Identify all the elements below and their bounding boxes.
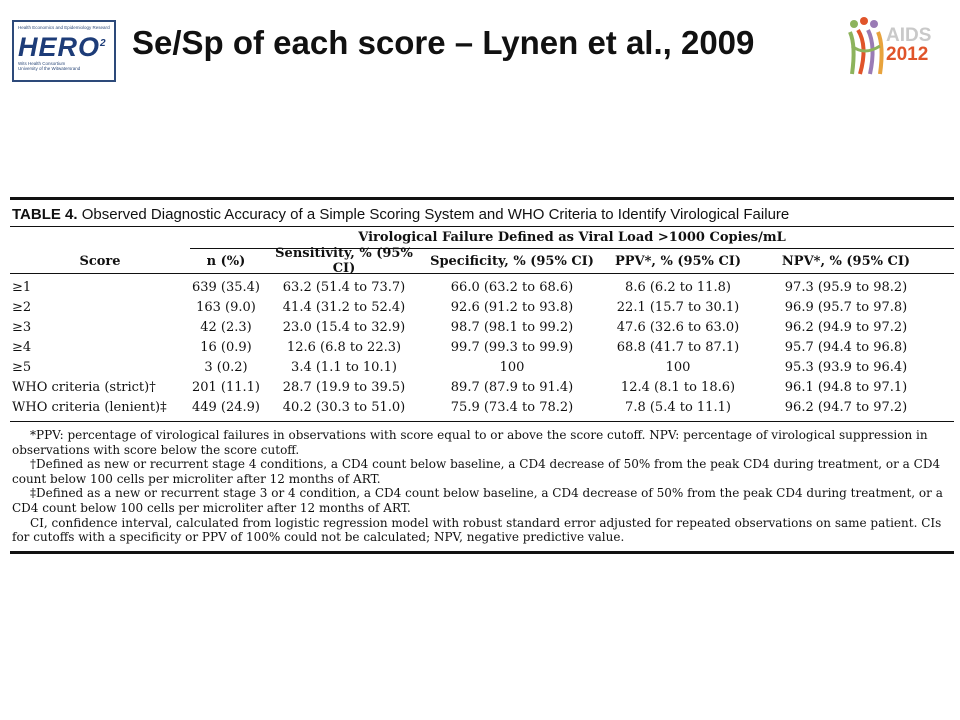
table-spanning-header: Virological Failure Defined as Viral Loa… [10,227,954,249]
table-cell: 28.7 (19.9 to 39.5) [282,379,406,395]
table-row: ≥3 42 (2.3) 23.0 (15.4 to 32.9) 98.7 (98… [10,317,954,337]
table-cell: 3 (0.2) [204,359,248,375]
table-bottom-rule [10,550,954,554]
aids-ribbons-icon [848,17,884,75]
table-header-row: Score n (%) Sensitivity, % (95% CI) Spec… [10,246,954,276]
table-cell: 639 (35.4) [191,279,261,295]
table-cell: 100 [665,359,691,375]
table-cell: 97.3 (95.9 to 98.2) [784,279,908,295]
table-row: WHO criteria (strict)† 201 (11.1) 28.7 (… [10,377,954,397]
spanning-header-label: Virological Failure Defined as Viral Loa… [358,230,786,245]
table-cell: WHO criteria (strict)† [12,379,156,395]
table-cell: WHO criteria (lenient)‡ [12,399,167,415]
table-cell: 96.2 (94.7 to 97.2) [784,399,908,415]
table-row: WHO criteria (lenient)‡ 449 (24.9) 40.2 … [10,397,954,417]
table-cell: 22.1 (15.7 to 30.1) [616,299,740,315]
table-row: ≥2 163 (9.0) 41.4 (31.2 to 52.4) 92.6 (9… [10,297,954,317]
table-cell: ≥3 [12,319,32,335]
column-header: Specificity, % (95% CI) [430,253,594,269]
table-cell: 47.6 (32.6 to 63.0) [616,319,740,335]
table-cell: 99.7 (99.3 to 99.9) [450,339,574,355]
table-body-rule [10,421,954,422]
slide-title: Se/Sp of each score – Lynen et al., 2009 [132,24,755,61]
column-header: Score [79,253,121,269]
aids-2012-logo: AIDS 2012 [846,16,946,80]
table-cell: 92.6 (91.2 to 93.8) [450,299,574,315]
hero-logo-wordmark: HERO2 [18,32,107,62]
table-cell: 42 (2.3) [200,319,252,335]
column-header: Sensitivity, % (95% CI) [275,246,413,276]
table-cell: 201 (11.1) [191,379,261,395]
table-cell: 16 (0.9) [200,339,252,355]
diagnostic-accuracy-table: TABLE 4. Observed Diagnostic Accuracy of… [10,197,954,554]
footnote-who-lenient: ‡Defined as a new or recurrent stage 3 o… [12,486,943,515]
table-cell: ≥2 [12,299,32,315]
table-cell: 96.9 (95.7 to 97.8) [784,299,908,315]
column-header: NPV*, % (95% CI) [781,253,911,269]
table-cell: 98.7 (98.1 to 99.2) [450,319,574,335]
table-cell: 96.1 (94.8 to 97.1) [784,379,908,395]
table-cell: ≥1 [12,279,32,295]
hero-logo-subtext-1: Wits Health Consortium [18,61,66,66]
footnote-ci: CI, confidence interval, calculated from… [12,515,942,545]
hero-logo: Health Economics and Epidemiology Resear… [12,20,116,82]
table-cell: 163 (9.0) [196,299,256,315]
table-row: ≥5 3 (0.2) 3.4 (1.1 to 10.1) 100 100 95.… [10,357,954,377]
footnote-ppv-npv: *PPV: percentage of virological failures… [12,428,928,457]
table-cell: 40.2 (30.3 to 51.0) [282,399,406,415]
table-cell: 95.3 (93.9 to 96.4) [784,359,908,375]
table-cell: 89.7 (87.9 to 91.4) [450,379,574,395]
table-cell: 12.4 (8.1 to 18.6) [620,379,736,395]
table-cell: 23.0 (15.4 to 32.9) [282,319,406,335]
table-cell: 95.7 (94.4 to 96.8) [784,339,908,355]
hero-logo-subtext-2: University of the Witwatersrand [18,66,81,71]
table-cell: ≥4 [12,339,32,355]
table-cell: 68.8 (41.7 to 87.1) [616,339,740,355]
column-header: PPV*, % (95% CI) [614,253,742,269]
table-footnotes: *PPV: percentage of virological failures… [10,422,954,551]
table-caption: TABLE 4. Observed Diagnostic Accuracy of… [10,200,954,226]
column-header: n (%) [206,253,246,269]
table-cell: 12.6 (6.8 to 22.3) [286,339,402,355]
footnote-who-strict: †Defined as new or recurrent stage 4 con… [12,457,941,486]
table-cell: ≥5 [12,359,32,375]
spanning-header-rule [190,248,954,249]
table-cell: 100 [499,359,525,375]
table-cell: 3.4 (1.1 to 10.1) [291,359,397,375]
table-top-rule [10,197,954,200]
table-row: ≥4 16 (0.9) 12.6 (6.8 to 22.3) 99.7 (99.… [10,337,954,357]
table-caption-label: TABLE 4. [12,206,78,223]
table-cell: 7.8 (5.4 to 11.1) [625,399,731,415]
table-cell: 449 (24.9) [191,399,261,415]
table-cell: 66.0 (63.2 to 68.6) [450,279,574,295]
table-cell: 41.4 (31.2 to 52.4) [282,299,406,315]
aids-logo-line2: 2012 [886,44,929,65]
aids-logo-text: AIDS 2012 [886,26,931,64]
table-cell: 96.2 (94.9 to 97.2) [784,319,908,335]
table-cell: 63.2 (51.4 to 73.7) [282,279,406,295]
hero-logo-top-text: Health Economics and Epidemiology Resear… [18,25,110,30]
table-header-rule [10,273,954,274]
aids-logo-line1: AIDS [886,25,932,46]
table-caption-text: Observed Diagnostic Accuracy of a Simple… [81,206,790,223]
table-body: ≥1 639 (35.4) 63.2 (51.4 to 73.7) 66.0 (… [10,274,954,421]
table-cell: 8.6 (6.2 to 11.8) [625,279,731,295]
table-row: ≥1 639 (35.4) 63.2 (51.4 to 73.7) 66.0 (… [10,277,954,297]
table-caption-rule [10,226,954,227]
table-cell: 75.9 (73.4 to 78.2) [450,399,574,415]
